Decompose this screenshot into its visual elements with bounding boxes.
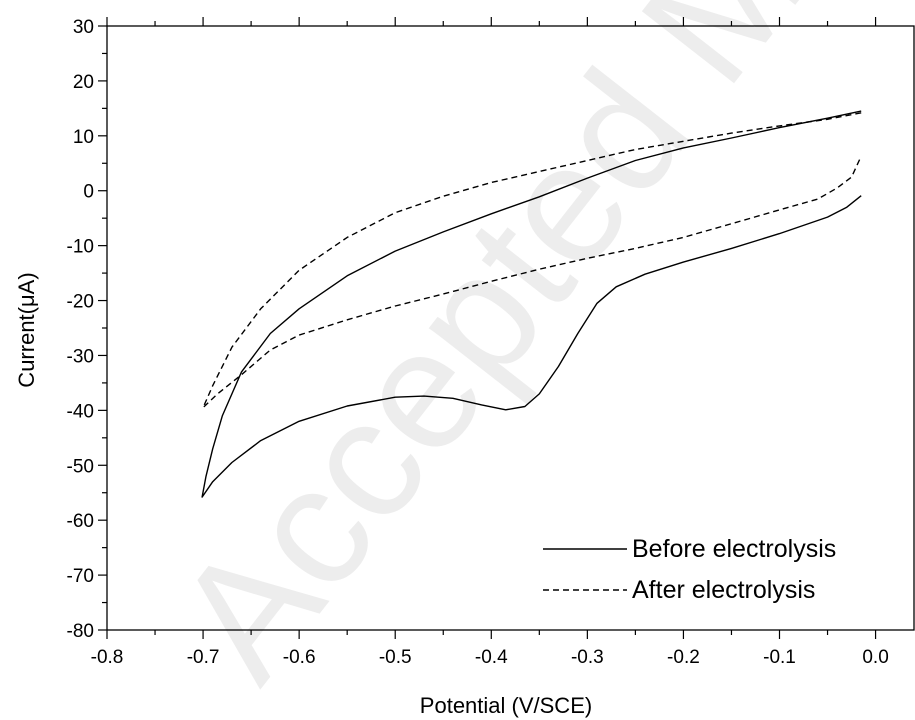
y-tick-label: -60 — [67, 511, 94, 532]
y-tick-label: -30 — [67, 346, 94, 367]
y-tick-label: -10 — [67, 237, 94, 258]
x-tick-label: -0.1 — [763, 647, 796, 668]
legend-label: After electrolysis — [632, 576, 815, 604]
y-tick-label: 20 — [73, 72, 94, 93]
y-tick-label: -80 — [67, 621, 94, 642]
y-tick-label: 0 — [83, 182, 94, 203]
y-tick-label: -50 — [67, 456, 94, 477]
x-tick-label: -0.7 — [187, 647, 220, 668]
x-tick-label: -0.2 — [667, 647, 700, 668]
y-tick-label: -70 — [67, 566, 94, 587]
legend-label: Before electrolysis — [632, 535, 836, 563]
x-tick-label: 0.0 — [862, 647, 888, 668]
y-tick-label: 30 — [73, 17, 94, 38]
series-line-before-electrolysis — [201, 110, 862, 498]
x-axis: -0.8 -0.7 -0.6 -0.5 -0.4 -0.3 -0.2 -0.1 0.0 — [91, 17, 889, 668]
series-layer — [201, 110, 862, 498]
y-tick-label: -20 — [67, 292, 94, 313]
y-axis-title: Current(μA) — [14, 272, 39, 387]
x-tick-label: -0.5 — [379, 647, 412, 668]
y-axis: -80 -70 -60 -50 -40 -30 -20 -10 0 10 20 30 — [67, 17, 107, 642]
series-line-after-electrolysis — [202, 112, 862, 409]
x-tick-label: -0.4 — [475, 647, 508, 668]
y-tick-label: 10 — [73, 127, 94, 148]
legend: Before electrolysis After electrolysis — [543, 535, 836, 604]
y-tick-label: -40 — [67, 401, 94, 422]
x-axis-title: Potential (V/SCE) — [420, 693, 592, 718]
x-tick-label: -0.6 — [283, 647, 316, 668]
x-tick-label: -0.8 — [91, 647, 124, 668]
x-tick-label: -0.3 — [571, 647, 604, 668]
watermark-text: Accepted Manuscript — [139, 0, 915, 713]
